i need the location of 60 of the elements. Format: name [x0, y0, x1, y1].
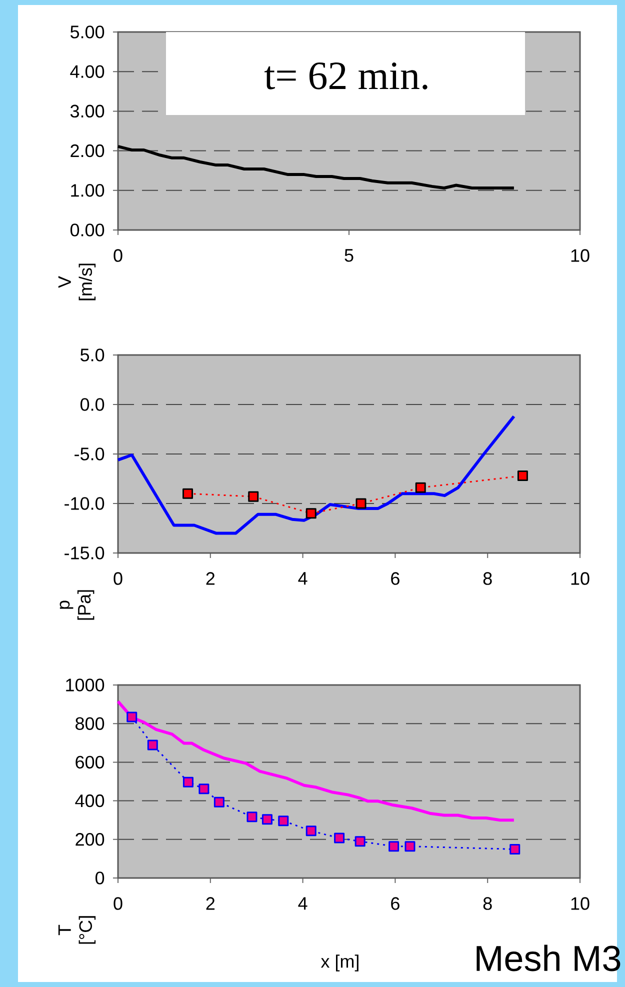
x-tick-label: 10: [571, 249, 590, 262]
y-axis-title: T [°C]: [58, 916, 96, 944]
x-tick-label: 10: [571, 572, 590, 585]
text: Mesh M3: [476, 944, 620, 972]
y-tick-label: 5.0: [80, 348, 104, 362]
point: [517, 470, 528, 482]
point: [248, 491, 259, 502]
y-tick-label: 800: [76, 717, 104, 730]
point: [388, 841, 400, 852]
point: [246, 812, 258, 822]
point: [306, 508, 316, 519]
y-tick-label: 2.00: [70, 144, 104, 158]
x-tick-label: 0: [114, 572, 122, 585]
y-axis-title: p [Pa]: [60, 590, 94, 620]
point: [182, 488, 194, 499]
line-series: [116, 700, 516, 822]
y-axis-title: V [m/s]: [58, 264, 96, 300]
x-tick-label: 10: [571, 897, 590, 910]
point: [126, 712, 138, 722]
x-tick-label: 6: [391, 572, 400, 585]
point: [510, 844, 520, 854]
x-tick-label: 8: [483, 897, 492, 910]
x-tick-label: 2: [206, 897, 215, 910]
point: [182, 776, 194, 788]
y-tick-label: 400: [75, 794, 104, 808]
point: [415, 482, 426, 493]
point: [334, 832, 345, 844]
x-tick-label: 6: [391, 897, 400, 910]
y-tick-label: 0.0: [80, 398, 104, 411]
x-tick-label: 4: [298, 897, 308, 910]
point: [306, 826, 316, 836]
y-tick-label: 1000: [66, 678, 104, 692]
point: [404, 841, 416, 852]
y-tick-label: -10.0: [64, 497, 104, 510]
point: [147, 740, 158, 750]
y-tick-label: 3.00: [70, 104, 104, 118]
point: [214, 796, 224, 808]
y-tick-label: -5.0: [74, 448, 104, 460]
x-tick-label: 8: [483, 572, 492, 585]
y-tick-label: -15.0: [64, 546, 104, 560]
x-tick-label: 5: [344, 249, 354, 262]
y-tick-label: 600: [76, 756, 104, 769]
x-tick-label: 0: [114, 249, 122, 262]
point: [262, 814, 272, 825]
x-axis-title: x [m]: [320, 954, 358, 972]
point: [354, 836, 366, 847]
y-tick-label: 5.00: [70, 26, 104, 38]
line-series: [116, 144, 516, 190]
x-tick-label: 0: [114, 897, 122, 910]
text: t= 62 min.: [264, 62, 428, 90]
y-tick-label: 200: [76, 833, 104, 846]
y-tick-label: 0: [95, 872, 104, 884]
y-tick-label: 1.00: [71, 184, 104, 197]
point: [278, 816, 289, 826]
x-tick-label: 2: [206, 572, 215, 585]
x-tick-label: 4: [298, 572, 308, 585]
point: [198, 784, 210, 794]
y-tick-label: 0.00: [70, 224, 104, 236]
point: [356, 498, 366, 509]
y-tick-label: 4.00: [70, 65, 104, 78]
